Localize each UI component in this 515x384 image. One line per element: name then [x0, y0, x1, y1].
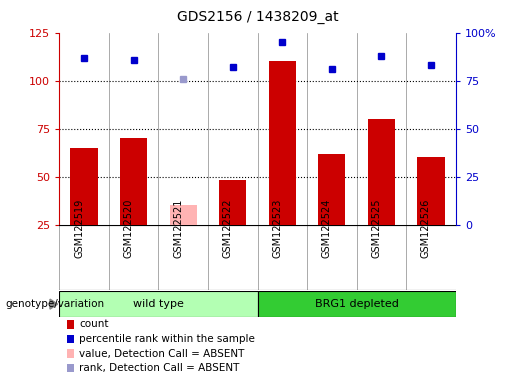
Text: GSM122519: GSM122519: [74, 198, 84, 258]
Bar: [318, 154, 346, 225]
Text: percentile rank within the sample: percentile rank within the sample: [79, 334, 255, 344]
Text: count: count: [79, 319, 108, 329]
Text: GDS2156 / 1438209_at: GDS2156 / 1438209_at: [177, 10, 338, 23]
Text: GSM122525: GSM122525: [371, 198, 382, 258]
Bar: [368, 119, 395, 225]
Text: GSM122520: GSM122520: [124, 198, 133, 258]
FancyBboxPatch shape: [59, 291, 258, 317]
Text: rank, Detection Call = ABSENT: rank, Detection Call = ABSENT: [79, 363, 239, 373]
Text: GSM122521: GSM122521: [173, 198, 183, 258]
Text: genotype/variation: genotype/variation: [5, 299, 104, 309]
Text: value, Detection Call = ABSENT: value, Detection Call = ABSENT: [79, 349, 244, 359]
FancyBboxPatch shape: [258, 291, 456, 317]
Text: GSM122526: GSM122526: [421, 198, 431, 258]
Text: BRG1 depleted: BRG1 depleted: [315, 299, 399, 309]
Text: wild type: wild type: [133, 299, 184, 309]
Text: GSM122524: GSM122524: [322, 198, 332, 258]
Bar: [269, 61, 296, 225]
Bar: [120, 138, 147, 225]
Bar: [417, 157, 444, 225]
Bar: [219, 180, 246, 225]
Text: GSM122522: GSM122522: [222, 198, 233, 258]
Bar: [169, 205, 197, 225]
Text: GSM122523: GSM122523: [272, 198, 282, 258]
Polygon shape: [50, 299, 58, 309]
Bar: [71, 148, 98, 225]
